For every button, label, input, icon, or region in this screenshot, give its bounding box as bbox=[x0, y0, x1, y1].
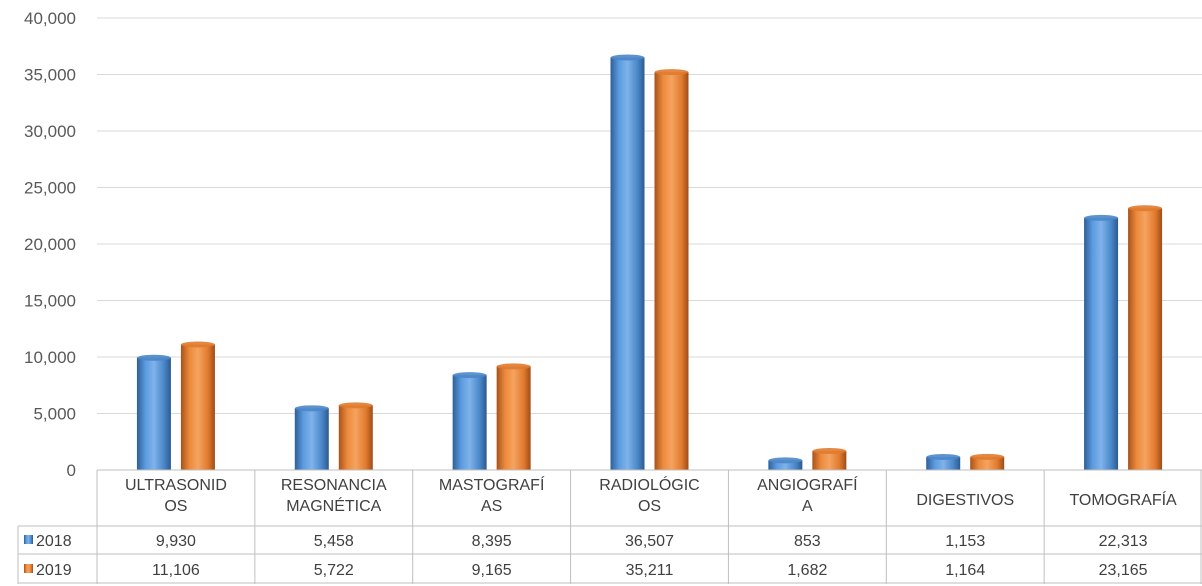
data-label: 8,395 bbox=[472, 533, 512, 550]
y-tick-label: 30,000 bbox=[24, 122, 76, 141]
y-tick-label: 35,000 bbox=[24, 66, 76, 85]
bar-2019-1 bbox=[338, 402, 373, 470]
series-name: 2019 bbox=[36, 562, 72, 579]
gridlines bbox=[97, 17, 1202, 471]
data-label: 1,153 bbox=[945, 533, 985, 550]
bar-2018-0 bbox=[136, 354, 171, 470]
data-label: 5,722 bbox=[314, 562, 354, 579]
series-name: 2018 bbox=[36, 533, 72, 550]
data-label: 9,930 bbox=[156, 533, 196, 550]
category-label: RESONANCIA bbox=[281, 477, 387, 494]
data-label: 36,507 bbox=[625, 533, 674, 550]
bar-2019-5 bbox=[970, 453, 1005, 470]
bar-2018-4 bbox=[768, 457, 803, 470]
y-tick-label: 25,000 bbox=[24, 179, 76, 198]
category-label: DIGESTIVOS bbox=[916, 492, 1014, 509]
bar-2019-4 bbox=[812, 447, 847, 470]
category-label: OS bbox=[164, 498, 187, 515]
data-label: 9,165 bbox=[472, 562, 512, 579]
category-label: AS bbox=[481, 498, 502, 515]
bar-2019-2 bbox=[496, 363, 531, 470]
y-axis-ticks: 0 5,000 10,000 15,000 20,000 25,000 30,000 35,0… bbox=[24, 9, 76, 480]
bar-2019-0 bbox=[180, 341, 215, 470]
bar-2018-1 bbox=[294, 405, 329, 470]
bar-2019-6 bbox=[1128, 205, 1163, 470]
data-label: 11,106 bbox=[152, 562, 200, 579]
bar-2018-2 bbox=[452, 372, 487, 470]
y-tick-label: 15,000 bbox=[24, 292, 76, 311]
bar-2018-3 bbox=[610, 54, 645, 471]
category-label: RADIOLÓGIC bbox=[599, 475, 699, 494]
bar-2019-3 bbox=[654, 69, 689, 471]
y-tick-label: 40,000 bbox=[24, 9, 76, 28]
data-label: 23,165 bbox=[1099, 562, 1148, 579]
legend-key-2018 bbox=[24, 535, 33, 544]
category-label: A bbox=[802, 498, 813, 515]
data-label: 1,682 bbox=[787, 562, 827, 579]
legend-key-2019 bbox=[24, 564, 33, 573]
category-label: MASTOGRAFÍ bbox=[439, 475, 545, 494]
bar-2018-5 bbox=[926, 453, 961, 470]
y-tick-label: 5,000 bbox=[33, 405, 76, 424]
y-tick-label: 10,000 bbox=[24, 348, 76, 367]
y-tick-label: 20,000 bbox=[24, 235, 76, 254]
data-label: 35,211 bbox=[626, 562, 674, 579]
category-label: TOMOGRAFÍA bbox=[1069, 490, 1177, 509]
data-label: 1,164 bbox=[945, 562, 985, 579]
y-tick-label: 0 bbox=[67, 461, 76, 480]
bars bbox=[136, 54, 1163, 471]
bar-2018-6 bbox=[1084, 214, 1119, 470]
category-label: OS bbox=[638, 498, 661, 515]
data-table: ULTRASONID OS RESONANCIA MAGNÉTICA MASTOGRAF… bbox=[17, 469, 1202, 584]
category-label: MAGNÉTICA bbox=[286, 496, 381, 515]
data-label: 5,458 bbox=[314, 533, 354, 550]
data-label: 22,313 bbox=[1099, 533, 1148, 550]
category-label: ANGIOGRAFÍ bbox=[757, 475, 858, 494]
data-label: 853 bbox=[794, 533, 821, 550]
category-label: ULTRASONID bbox=[125, 477, 227, 494]
